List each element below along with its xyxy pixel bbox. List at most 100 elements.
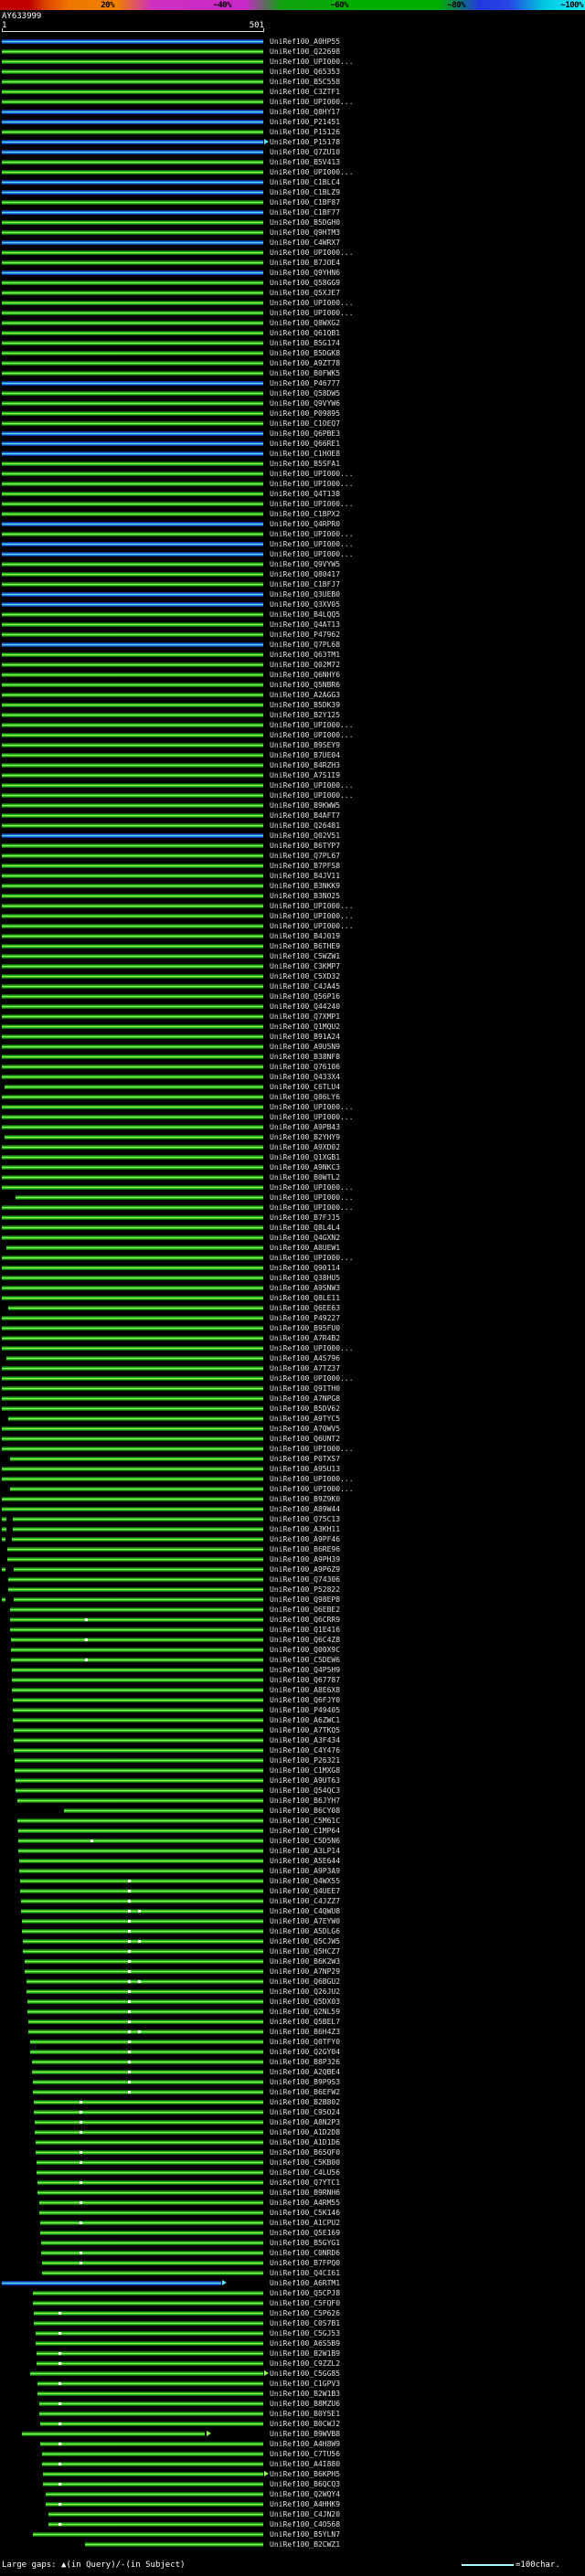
hit-bar[interactable] [2, 552, 263, 557]
hit-bar[interactable] [2, 773, 263, 778]
hit-label[interactable]: UniRef100_Q8LE11 [270, 1294, 341, 1302]
hit-label[interactable]: UniRef100_B9RNH6 [270, 2189, 341, 2197]
hit-label[interactable]: UniRef100_A7QWV5 [270, 1425, 341, 1433]
hit-label[interactable]: UniRef100_UPI000... [270, 249, 354, 257]
hit-bar[interactable] [26, 1989, 263, 1994]
hit-bar[interactable] [14, 1738, 263, 1743]
hit-label[interactable]: UniRef100_Q8HY17 [270, 108, 341, 116]
hit-bar[interactable] [10, 1658, 263, 1662]
hit-bar[interactable] [2, 180, 263, 185]
hit-bar[interactable] [2, 1105, 263, 1109]
hit-bar[interactable] [16, 1195, 263, 1200]
hit-bar[interactable] [2, 984, 263, 989]
hit-label[interactable]: UniRef100_B5DGK8 [270, 349, 341, 357]
hit-bar[interactable] [2, 1115, 263, 1119]
hit-bar[interactable] [2, 1175, 263, 1180]
hit-label[interactable]: UniRef100_Q80417 [270, 570, 341, 578]
hit-label[interactable]: UniRef100_UPI000... [270, 1374, 354, 1383]
hit-bar[interactable] [22, 1929, 263, 1934]
hit-label[interactable]: UniRef100_C4JZZ7 [270, 1897, 341, 1905]
hit-label[interactable]: UniRef100_B5GYG1 [270, 2239, 341, 2247]
hit-bar[interactable] [2, 69, 263, 74]
hit-bar[interactable] [9, 1627, 263, 1632]
hit-label[interactable]: UniRef100_C1MP64 [270, 1827, 341, 1835]
hit-bar[interactable] [2, 763, 263, 768]
hit-label[interactable]: UniRef100_Q65353 [270, 68, 341, 76]
hit-bar[interactable] [2, 1125, 263, 1129]
hit-bar[interactable] [2, 1004, 263, 1009]
hit-label[interactable]: UniRef100_B9SEY9 [270, 741, 341, 749]
hit-bar[interactable] [6, 1356, 263, 1361]
hit-label[interactable]: UniRef100_B6CY08 [270, 1807, 341, 1815]
hit-bar[interactable] [2, 170, 263, 175]
hit-label[interactable]: UniRef100_B9WVB8 [270, 2430, 341, 2438]
hit-bar[interactable] [17, 1839, 263, 1843]
hit-bar[interactable] [2, 130, 263, 134]
hit-bar[interactable] [37, 2351, 263, 2356]
hit-label[interactable]: UniRef100_Q5E169 [270, 2229, 341, 2237]
hit-label[interactable]: UniRef100_A9TYC5 [270, 1415, 341, 1423]
hit-bar[interactable] [2, 542, 263, 546]
hit-label[interactable]: UniRef100_A9U5N9 [270, 1043, 341, 1051]
hit-bar[interactable] [29, 2371, 263, 2376]
hit-bar[interactable] [2, 663, 263, 667]
hit-label[interactable]: UniRef100_B9Z9K0 [270, 1495, 341, 1503]
hit-bar[interactable] [4, 1085, 263, 1089]
hit-bar[interactable] [46, 2492, 263, 2496]
hit-label[interactable]: UniRef100_Q22698 [270, 48, 341, 56]
hit-label[interactable]: UniRef100_A1CPU2 [270, 2219, 341, 2227]
hit-bar[interactable] [2, 1436, 263, 1441]
hit-bar[interactable] [2, 924, 263, 928]
hit-bar[interactable] [2, 994, 263, 999]
hit-bar[interactable] [42, 2462, 263, 2466]
hit-label[interactable]: UniRef100_UPI000... [270, 1113, 354, 1121]
hit-label[interactable]: UniRef100_C5K146 [270, 2209, 341, 2217]
hit-bar[interactable] [2, 823, 263, 828]
hit-label[interactable]: UniRef100_C1OEQ7 [270, 419, 341, 428]
hit-bar[interactable] [2, 753, 263, 758]
hit-label[interactable]: UniRef100_A8N2P3 [270, 2118, 341, 2126]
hit-label[interactable]: UniRef100_Q75C13 [270, 1515, 341, 1523]
hit-label[interactable]: UniRef100_Q5XJE7 [270, 289, 341, 297]
hit-label[interactable]: UniRef100_B5DV62 [270, 1405, 341, 1413]
hit-label[interactable]: UniRef100_Q9ITH0 [270, 1384, 341, 1393]
hit-label[interactable]: UniRef100_A89W44 [270, 1505, 341, 1513]
hit-label[interactable]: UniRef100_UPI000... [270, 540, 354, 548]
hit-label[interactable]: UniRef100_UPI000... [270, 470, 354, 478]
hit-label[interactable]: UniRef100_B0CWJ2 [270, 2420, 341, 2428]
hit-label[interactable]: UniRef100_Q1E416 [270, 1626, 341, 1634]
hit-label[interactable]: UniRef100_Q6BGU2 [270, 1977, 341, 1986]
hit-label[interactable]: UniRef100_C7TU56 [270, 2450, 341, 2458]
hit-label[interactable]: UniRef100_A9SNW3 [270, 1284, 341, 1292]
hit-label[interactable]: UniRef100_Q5NBR6 [270, 681, 341, 689]
hit-bar[interactable] [2, 874, 263, 878]
hit-label[interactable]: UniRef100_UPI000... [270, 781, 354, 790]
hit-label[interactable]: UniRef100_B0WTL2 [270, 1173, 341, 1182]
hit-label[interactable]: UniRef100_Q54QC3 [270, 1786, 341, 1795]
hit-label[interactable]: UniRef100_C1BPX2 [270, 510, 341, 518]
hit-bar[interactable] [32, 2080, 263, 2084]
hit-bar[interactable] [23, 1949, 263, 1954]
hit-label[interactable]: UniRef100_Q1MQU2 [270, 1023, 341, 1031]
hit-bar[interactable] [2, 1537, 5, 1542]
hit-label[interactable]: UniRef100_Q4P5H9 [270, 1666, 341, 1674]
hit-bar[interactable] [39, 2231, 263, 2235]
hit-bar[interactable] [35, 2341, 263, 2346]
hit-bar[interactable] [2, 693, 263, 697]
hit-label[interactable]: UniRef100_C95O24 [270, 2108, 341, 2116]
hit-label[interactable]: UniRef100_B5SFA1 [270, 460, 341, 468]
hit-label[interactable]: UniRef100_UPI000... [270, 480, 354, 488]
hit-label[interactable]: UniRef100_C5D5N6 [270, 1837, 341, 1845]
hit-label[interactable]: UniRef100_Q66RE1 [270, 440, 341, 448]
hit-bar[interactable] [2, 713, 263, 717]
hit-bar[interactable] [2, 270, 263, 275]
hit-bar[interactable] [2, 1256, 263, 1260]
hit-label[interactable]: UniRef100_B4JV11 [270, 872, 341, 880]
hit-label[interactable]: UniRef100_Q44240 [270, 1002, 341, 1011]
hit-label[interactable]: UniRef100_B7JOE4 [270, 259, 341, 267]
hit-label[interactable]: UniRef100_B5G174 [270, 339, 341, 347]
hit-label[interactable]: UniRef100_B4RZH3 [270, 761, 341, 769]
hit-label[interactable]: UniRef100_Q4GXN2 [270, 1234, 341, 1242]
hit-label[interactable]: UniRef100_UPI000... [270, 721, 354, 729]
hit-bar[interactable] [23, 1939, 263, 1944]
